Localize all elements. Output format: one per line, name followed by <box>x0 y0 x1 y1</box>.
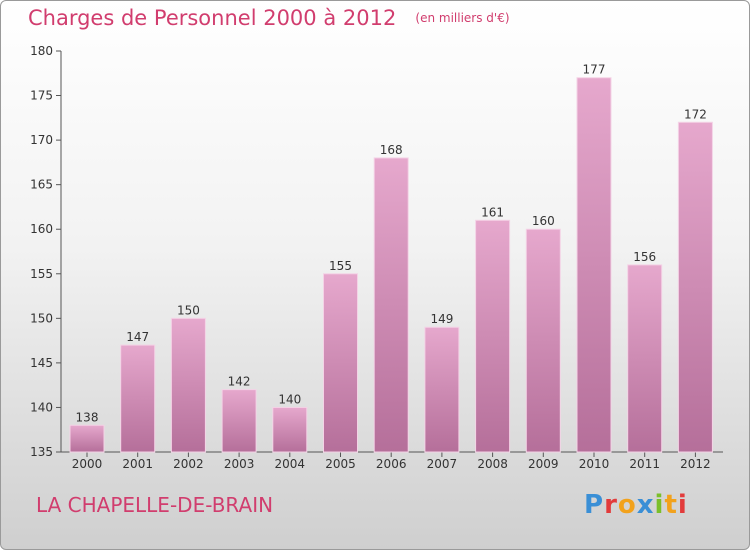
x-tick-label: 2001 <box>122 457 153 471</box>
y-tick-label: 160 <box>30 222 53 236</box>
bar-value-label: 138 <box>76 410 99 424</box>
bar <box>170 317 206 453</box>
y-tick-label: 165 <box>30 178 53 192</box>
y-tick-label: 135 <box>30 445 53 459</box>
bar-value-label: 168 <box>380 143 403 157</box>
bar-value-label: 149 <box>430 312 453 326</box>
bar <box>677 121 713 453</box>
x-tick-label: 2012 <box>680 457 711 471</box>
x-tick-label: 2005 <box>325 457 356 471</box>
logo-letter: P <box>584 490 605 520</box>
bar <box>525 228 561 453</box>
bar <box>69 424 105 453</box>
y-tick-label: 170 <box>30 133 53 147</box>
bar-value-label: 142 <box>228 375 251 389</box>
bar-value-label: 161 <box>481 205 504 219</box>
bar <box>576 77 612 453</box>
logo-letter: i <box>654 490 665 520</box>
bar-value-label: 140 <box>278 392 301 406</box>
bar-value-label: 160 <box>532 214 555 228</box>
chart-subtitle: (en milliers d'€) <box>415 11 510 25</box>
bar <box>323 273 358 453</box>
title-row: Charges de Personnel 2000 à 2012 (en mil… <box>28 6 510 30</box>
y-tick-label: 140 <box>30 400 53 414</box>
x-tick-label: 2004 <box>275 457 306 471</box>
bar-value-label: 150 <box>177 303 200 317</box>
bar-value-label: 172 <box>684 107 707 121</box>
bar <box>221 389 257 453</box>
bar <box>272 406 308 453</box>
x-tick-label: 2011 <box>629 457 660 471</box>
logo-letter: t <box>664 490 678 520</box>
commune-name: LA CHAPELLE-DE-BRAIN <box>36 493 274 517</box>
x-tick-label: 2008 <box>477 457 508 471</box>
bar-value-label: 177 <box>583 63 606 77</box>
bar-value-label: 156 <box>633 250 656 264</box>
x-tick-label: 2009 <box>528 457 559 471</box>
x-tick-label: 2003 <box>224 457 255 471</box>
bar <box>424 326 460 453</box>
logo-letter: o <box>617 490 637 520</box>
proxiti-logo: Proxiti <box>584 490 688 520</box>
x-tick-label: 2000 <box>72 457 103 471</box>
x-tick-label: 2002 <box>173 457 204 471</box>
y-tick-label: 155 <box>30 267 53 281</box>
y-tick-label: 150 <box>30 311 53 325</box>
bar <box>627 264 663 453</box>
x-tick-label: 2007 <box>427 457 458 471</box>
y-tick-label: 175 <box>30 89 53 103</box>
chart-title: Charges de Personnel 2000 à 2012 <box>28 6 397 30</box>
bar <box>120 344 156 453</box>
x-tick-label: 2010 <box>579 457 610 471</box>
bar <box>373 157 409 453</box>
logo-letter: r <box>604 490 618 520</box>
logo-letter: i <box>677 490 688 520</box>
x-tick-label: 2006 <box>376 457 407 471</box>
bar-value-label: 155 <box>329 259 352 273</box>
y-tick-label: 180 <box>30 44 53 58</box>
bar-value-label: 147 <box>126 330 149 344</box>
bar <box>475 219 511 453</box>
logo-letter: x <box>636 490 655 520</box>
y-tick-label: 145 <box>30 356 53 370</box>
